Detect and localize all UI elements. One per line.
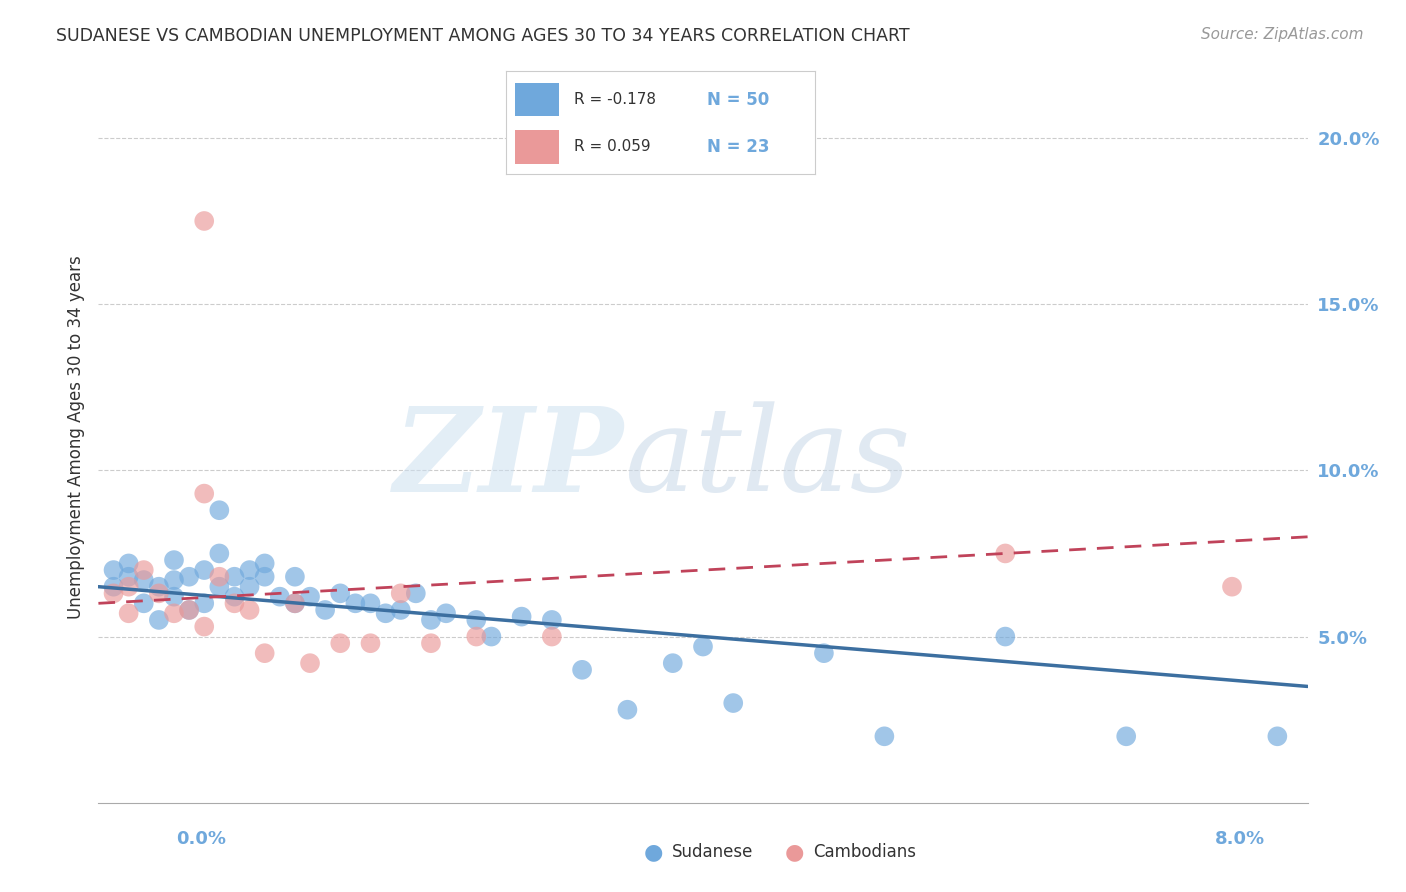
Point — [360, 596, 382, 610]
Point — [179, 570, 201, 584]
Point — [239, 563, 262, 577]
Bar — [516, 83, 558, 117]
Point — [132, 573, 155, 587]
Point — [224, 596, 246, 610]
Bar — [516, 130, 558, 163]
Point — [1220, 580, 1243, 594]
Text: N = 23: N = 23 — [707, 137, 769, 156]
Point — [571, 663, 593, 677]
Point — [360, 636, 382, 650]
Point — [284, 596, 307, 610]
Point — [148, 613, 170, 627]
Point — [118, 557, 141, 571]
Point — [224, 590, 246, 604]
Point — [389, 603, 412, 617]
Point — [465, 630, 488, 644]
Point — [193, 563, 215, 577]
Point — [994, 546, 1017, 560]
Point — [253, 557, 276, 571]
Point — [179, 603, 201, 617]
Point — [813, 646, 835, 660]
Point — [208, 570, 231, 584]
Point — [723, 696, 745, 710]
Point — [148, 580, 170, 594]
Point — [284, 596, 307, 610]
Text: N = 50: N = 50 — [707, 91, 769, 109]
Point — [103, 563, 125, 577]
Point — [284, 570, 307, 584]
Text: SUDANESE VS CAMBODIAN UNEMPLOYMENT AMONG AGES 30 TO 34 YEARS CORRELATION CHART: SUDANESE VS CAMBODIAN UNEMPLOYMENT AMONG… — [56, 27, 910, 45]
Text: ZIP: ZIP — [394, 401, 624, 516]
Point — [193, 486, 215, 500]
Point — [405, 586, 427, 600]
Point — [873, 729, 896, 743]
Point — [269, 590, 291, 604]
Point — [132, 596, 155, 610]
Point — [193, 214, 215, 228]
Point — [420, 636, 443, 650]
Point — [253, 646, 276, 660]
Point — [661, 656, 683, 670]
Point — [299, 590, 322, 604]
Text: atlas: atlas — [624, 401, 911, 516]
Text: 8.0%: 8.0% — [1215, 830, 1265, 847]
Point — [163, 553, 186, 567]
Point — [481, 630, 503, 644]
Point — [389, 586, 412, 600]
Point — [132, 563, 155, 577]
Point — [1267, 729, 1289, 743]
Point — [118, 570, 141, 584]
Point — [193, 596, 215, 610]
Point — [239, 603, 262, 617]
Point — [299, 656, 322, 670]
Point — [208, 503, 231, 517]
Point — [193, 619, 215, 633]
Point — [163, 607, 186, 621]
Point — [540, 613, 562, 627]
Point — [994, 630, 1017, 644]
Point — [314, 603, 336, 617]
Point — [103, 580, 125, 594]
Point — [208, 546, 231, 560]
Point — [253, 570, 276, 584]
Point — [118, 607, 141, 621]
Point — [239, 580, 262, 594]
Point — [179, 603, 201, 617]
Point — [103, 586, 125, 600]
Point — [374, 607, 396, 621]
Point — [329, 636, 352, 650]
Text: R = 0.059: R = 0.059 — [574, 139, 651, 154]
Text: R = -0.178: R = -0.178 — [574, 92, 657, 107]
Point — [420, 613, 443, 627]
Point — [465, 613, 488, 627]
Point — [692, 640, 714, 654]
Text: ●: ● — [785, 842, 804, 862]
Text: Sudanese: Sudanese — [672, 843, 754, 861]
Y-axis label: Unemployment Among Ages 30 to 34 years: Unemployment Among Ages 30 to 34 years — [66, 255, 84, 619]
Point — [434, 607, 457, 621]
Point — [344, 596, 367, 610]
Point — [510, 609, 533, 624]
Point — [118, 580, 141, 594]
Point — [163, 573, 186, 587]
Point — [148, 586, 170, 600]
Point — [163, 590, 186, 604]
Text: Source: ZipAtlas.com: Source: ZipAtlas.com — [1201, 27, 1364, 42]
Point — [616, 703, 638, 717]
Point — [224, 570, 246, 584]
Text: Cambodians: Cambodians — [813, 843, 915, 861]
Text: 0.0%: 0.0% — [176, 830, 226, 847]
Text: ●: ● — [644, 842, 664, 862]
Point — [1115, 729, 1137, 743]
Point — [329, 586, 352, 600]
Point — [208, 580, 231, 594]
Point — [540, 630, 562, 644]
